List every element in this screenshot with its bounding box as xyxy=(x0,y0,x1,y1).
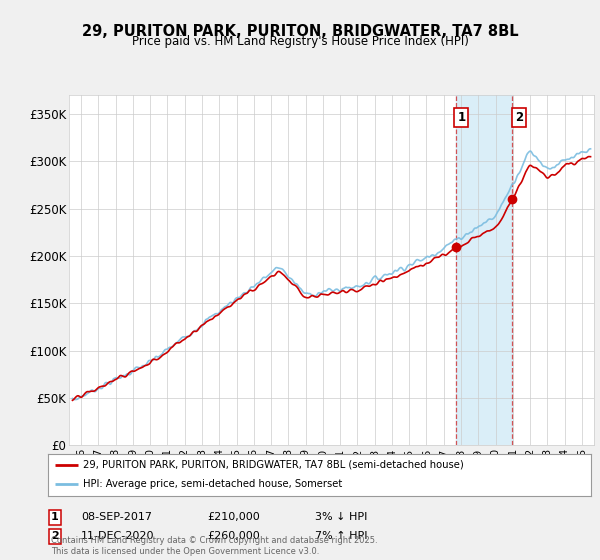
Text: 1: 1 xyxy=(457,111,466,124)
Text: 29, PURITON PARK, PURITON, BRIDGWATER, TA7 8BL (semi-detached house): 29, PURITON PARK, PURITON, BRIDGWATER, T… xyxy=(83,460,464,470)
Text: Contains HM Land Registry data © Crown copyright and database right 2025.
This d: Contains HM Land Registry data © Crown c… xyxy=(51,536,377,556)
Text: 2: 2 xyxy=(51,531,59,542)
Text: 1: 1 xyxy=(51,512,59,522)
Text: 11-DEC-2020: 11-DEC-2020 xyxy=(81,531,155,542)
Text: 3% ↓ HPI: 3% ↓ HPI xyxy=(315,512,367,522)
Text: £210,000: £210,000 xyxy=(207,512,260,522)
Text: 29, PURITON PARK, PURITON, BRIDGWATER, TA7 8BL: 29, PURITON PARK, PURITON, BRIDGWATER, T… xyxy=(82,24,518,39)
Text: £260,000: £260,000 xyxy=(207,531,260,542)
Text: 2: 2 xyxy=(515,111,523,124)
Text: Price paid vs. HM Land Registry's House Price Index (HPI): Price paid vs. HM Land Registry's House … xyxy=(131,35,469,48)
Text: 08-SEP-2017: 08-SEP-2017 xyxy=(81,512,152,522)
Text: 7% ↑ HPI: 7% ↑ HPI xyxy=(315,531,367,542)
Bar xyxy=(455,95,512,445)
Text: HPI: Average price, semi-detached house, Somerset: HPI: Average price, semi-detached house,… xyxy=(83,479,343,489)
